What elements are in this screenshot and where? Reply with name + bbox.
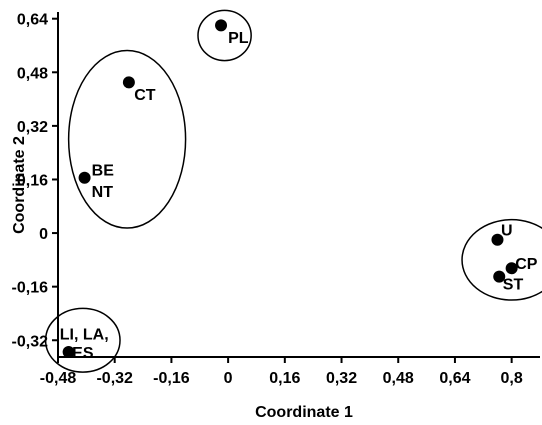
point-label: NT	[92, 184, 114, 201]
x-tick-label: 0,64	[439, 370, 470, 387]
y-tick-label: -0,32	[12, 333, 49, 350]
point-label: ES	[72, 345, 94, 362]
point-label: CT	[134, 87, 156, 104]
point-label: LI, LA,	[60, 327, 109, 344]
x-tick-label: 0,48	[383, 370, 414, 387]
x-tick-label: 0,8	[501, 370, 523, 387]
x-tick-label: -0,32	[96, 370, 133, 387]
x-tick-label: -0,16	[153, 370, 190, 387]
point-label: U	[501, 223, 513, 240]
data-point	[122, 76, 135, 89]
x-tick-label: 0,32	[326, 370, 357, 387]
data-point	[215, 19, 228, 32]
cluster-ellipse	[44, 307, 121, 373]
x-axis-title: Coordinate 1	[255, 404, 353, 421]
point-label: PL	[228, 30, 249, 47]
data-point	[62, 345, 75, 358]
axes-layer: 0,64 0,48 0,32 0,16 0 -0,16 -0,32 -0,48 -0,32 -0,…	[12, 12, 540, 387]
cluster-ellipse	[67, 49, 187, 229]
x-tick-label: -0,48	[40, 370, 77, 387]
y-tick-label: 0	[39, 226, 48, 243]
y-tick-label: -0,16	[12, 280, 49, 297]
cluster-ellipse	[461, 218, 542, 301]
data-point	[78, 171, 91, 184]
points-layer	[62, 19, 518, 358]
cluster-ellipse	[197, 9, 252, 62]
data-point	[491, 233, 504, 246]
labels-layer: PL CT BE NT UCP ST LI, LA,ES	[60, 30, 538, 362]
x-tick-label: 0,16	[269, 370, 300, 387]
y-tick-label: 0,64	[17, 12, 48, 29]
x-tick-label: 0	[224, 370, 233, 387]
y-tick-label: 0,32	[17, 119, 48, 136]
y-tick-label: 0,16	[17, 172, 48, 189]
data-point	[505, 262, 518, 275]
y-axis-title: Coordinate 2	[11, 136, 28, 234]
data-point	[493, 270, 506, 283]
y-tick-label: 0,48	[17, 65, 48, 82]
point-label: BE	[92, 162, 115, 179]
point-label: ST	[503, 276, 524, 293]
point-label: CP	[515, 256, 538, 273]
clusters-layer	[44, 9, 542, 373]
